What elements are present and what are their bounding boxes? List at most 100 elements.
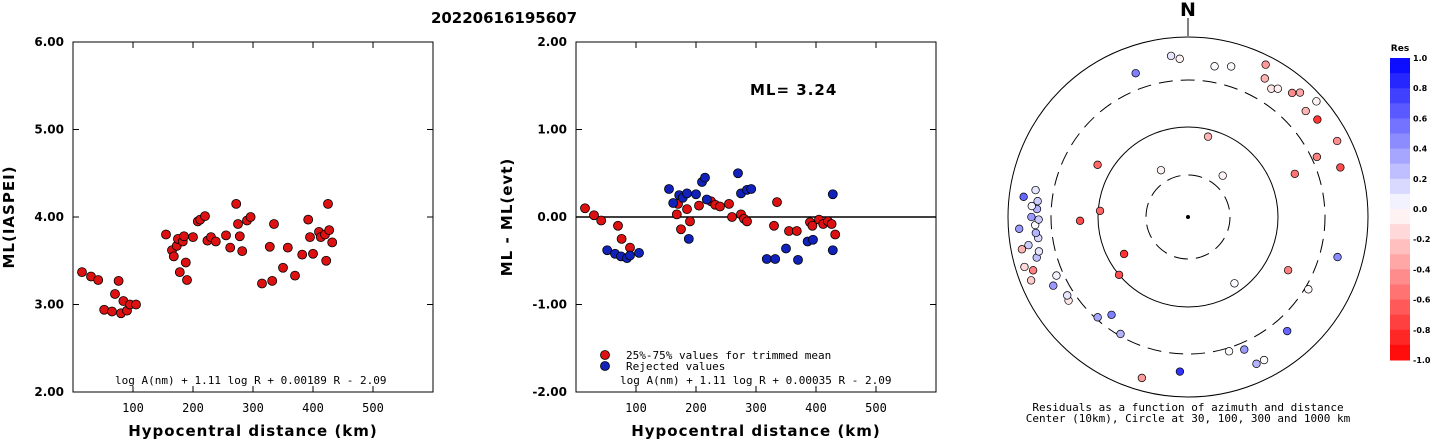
- data-point-accepted: [769, 220, 779, 231]
- legend-label-accepted: 25%-75% values for trimmed mean: [626, 349, 831, 362]
- station-point: [1260, 74, 1269, 83]
- data-point-accepted: [671, 209, 682, 220]
- data-point-accepted: [323, 198, 333, 209]
- data-point-rejected: [746, 184, 757, 194]
- data-point-accepted: [826, 219, 837, 229]
- station-point: [1224, 347, 1234, 356]
- colorbar-tick-label: -0.4: [1413, 265, 1431, 274]
- map-caption-line2: Center (10km), Circle at 30, 100, 300 an…: [1026, 412, 1351, 425]
- station-point: [1027, 212, 1036, 222]
- data-point-accepted: [269, 219, 279, 229]
- x-tick-label: 500: [865, 401, 887, 415]
- data-point-accepted: [110, 289, 120, 299]
- station-point: [1333, 252, 1342, 262]
- y-tick-label: 3.00: [34, 298, 64, 312]
- station-point: [1283, 266, 1293, 275]
- data-point-rejected: [625, 250, 635, 261]
- data-point-accepted: [113, 275, 124, 286]
- colorbar-tick-label: 0.2: [1413, 175, 1427, 184]
- y-axis-label: ML - ML(evt): [498, 158, 516, 276]
- residual-vs-distance-chart: Hypocentral distance (km) ML - ML(evt) M…: [498, 35, 937, 440]
- x-tick-label: 300: [745, 401, 767, 415]
- station-point: [1028, 266, 1038, 275]
- colorbar-band: [1390, 118, 1410, 134]
- data-point-accepted: [180, 257, 191, 268]
- data-point-rejected: [664, 184, 674, 194]
- colorbar-band: [1390, 299, 1410, 316]
- colorbar-band: [1390, 344, 1410, 361]
- colorbar-tick-label: -0.2: [1413, 235, 1431, 244]
- data-point-accepted: [742, 216, 752, 227]
- station-point: [1283, 326, 1292, 336]
- colorbar-tick-label: 0.4: [1413, 145, 1428, 154]
- ml-annotation: ML= 3.24: [750, 81, 837, 99]
- y-tick-label: 0.00: [537, 210, 567, 224]
- station-point: [1019, 192, 1028, 201]
- station-point: [1024, 240, 1033, 250]
- station-point: [1333, 136, 1342, 146]
- station-point: [1026, 276, 1036, 285]
- data-point-accepted: [676, 224, 686, 235]
- station-point: [1063, 291, 1072, 300]
- colorbar-tick-label: -0.6: [1413, 296, 1431, 305]
- ring-1000km: [1007, 36, 1369, 398]
- colorbar-band: [1390, 73, 1410, 89]
- station-point: [1175, 367, 1185, 376]
- ring-300km: [1050, 79, 1326, 355]
- colorbar-band: [1390, 314, 1410, 331]
- data-point-accepted: [182, 275, 192, 285]
- north-label: N: [1180, 0, 1196, 21]
- station-point: [1227, 62, 1236, 71]
- data-point-accepted: [77, 267, 87, 278]
- x-tick-label: 400: [302, 401, 324, 415]
- station-point: [1107, 310, 1116, 320]
- data-point-accepted: [616, 233, 627, 244]
- data-point-accepted: [264, 241, 275, 252]
- colorbar-band: [1390, 239, 1410, 255]
- station-point: [1137, 373, 1147, 383]
- station-point: [1020, 262, 1029, 272]
- station-point: [1273, 84, 1282, 93]
- data-point-accepted: [321, 255, 332, 266]
- station-point: [1095, 206, 1105, 215]
- data-point-rejected: [781, 243, 791, 254]
- station-point: [1230, 279, 1239, 288]
- x-tick-label: 100: [122, 401, 144, 415]
- station-point: [1034, 247, 1044, 256]
- y-axis-label: ML(IASPEI): [0, 165, 18, 268]
- data-point-accepted: [267, 275, 278, 286]
- data-point-accepted: [107, 306, 117, 317]
- data-point-accepted: [303, 214, 314, 225]
- formula-label: log A(nm) + 1.11 log R + 0.00035 R - 2.0…: [620, 374, 892, 387]
- data-point-accepted: [161, 229, 171, 240]
- colorbar-band: [1390, 284, 1410, 301]
- station-point: [1259, 355, 1269, 365]
- colorbar-band: [1390, 103, 1410, 119]
- data-point-rejected: [761, 254, 772, 264]
- station-point: [1131, 69, 1140, 78]
- colorbar-tick-label: 0.8: [1413, 84, 1428, 93]
- azimuth-distance-residual-map: N Residuals as a function of azimuth and…: [1007, 0, 1369, 425]
- data-point-accepted: [257, 278, 267, 289]
- colorbar-band: [1390, 148, 1410, 165]
- data-point-accepted: [93, 275, 104, 285]
- station-point: [1313, 115, 1322, 124]
- x-tick-label: 100: [625, 401, 647, 415]
- station-point: [1210, 62, 1219, 71]
- station-point: [1301, 106, 1310, 116]
- data-point-rejected: [808, 234, 818, 245]
- data-point-accepted: [237, 246, 248, 257]
- legend-marker-rejected: [600, 361, 610, 371]
- data-point-accepted: [188, 232, 198, 243]
- data-point-accepted: [234, 231, 245, 242]
- ring-30km: [1145, 174, 1231, 260]
- legend-label-rejected: Rejected values: [626, 360, 725, 373]
- station-point: [1261, 60, 1270, 69]
- colorbar-title: Res: [1391, 44, 1409, 54]
- colorbar-band: [1390, 269, 1410, 285]
- data-point-rejected: [827, 189, 838, 200]
- data-point-rejected: [691, 189, 701, 200]
- formula-label: log A(nm) + 1.11 log R + 0.00189 R - 2.0…: [115, 374, 387, 387]
- station-point: [1312, 152, 1322, 162]
- station-point: [1312, 97, 1321, 106]
